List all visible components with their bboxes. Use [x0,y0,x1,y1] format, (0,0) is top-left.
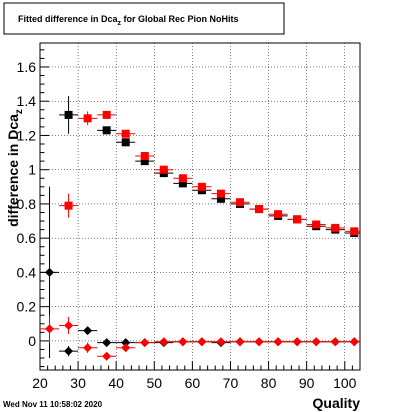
data-marks [40,96,360,361]
data-point [159,165,168,174]
data-point [216,189,225,198]
data-point [292,337,302,347]
data-point [121,343,131,353]
y-tick-label: 1.2 [17,127,37,143]
data-point [83,326,93,336]
data-point [235,337,245,347]
data-point [330,337,340,347]
x-tick-label: 40 [108,375,124,391]
data-point [216,337,226,347]
x-axis-title: Quality [313,395,361,411]
timestamp: Wed Nov 11 10:58:02 2020 [3,400,103,409]
data-point [121,138,130,147]
chart-title: Fitted difference in Dcaz for Global Rec… [18,14,239,27]
data-point [349,337,359,347]
data-point [64,110,73,119]
data-point [350,227,359,236]
data-point [293,215,302,224]
y-tick-label: 0.2 [17,299,37,315]
y-tick-label: 1.4 [17,93,37,109]
data-point [121,129,130,138]
data-point [45,267,55,277]
data-point [274,210,283,219]
x-tick-label: 60 [185,375,201,391]
title-box [3,2,285,35]
y-tick-label: 0.6 [17,230,37,246]
y-tick-label: 0.4 [17,264,37,280]
data-point [178,337,188,347]
data-point [83,343,93,353]
data-point [140,157,149,166]
data-point [236,198,244,207]
x-tick-label: 100 [333,375,357,391]
y-axis-title: difference in Dcaz [5,109,25,227]
x-tick-label: 30 [70,375,86,391]
data-point [102,110,111,119]
y-tick-label: 0.8 [17,196,37,212]
y-tick-label: 0 [28,333,36,349]
data-point [140,151,149,160]
data-point [64,346,74,356]
y-tick-label: 1.6 [17,59,37,75]
data-point [255,205,264,214]
data-point [178,179,187,188]
x-tick-label: 70 [223,375,239,391]
x-tick-label: 20 [32,375,48,391]
x-tick-label: 50 [146,375,162,391]
data-point [273,337,283,347]
data-point [311,337,321,347]
data-point [102,351,112,361]
data-point [102,338,112,348]
series-2 [59,110,360,236]
series-4 [40,315,360,361]
data-point [216,194,225,203]
x-tick-label: 80 [261,375,277,391]
x-tick-label: 90 [299,375,315,391]
data-point [159,337,169,347]
data-point [312,220,321,229]
data-point [45,324,55,334]
data-point [197,182,206,191]
axes: 20 30 40 50 60 70 80 90 100 0 0.2 0.4 0.6 0.8 1 1.2 1.4 1… [17,49,361,391]
data-point [197,337,207,347]
data-point [102,126,111,135]
data-point [83,114,92,123]
y-tick-label: 1 [28,162,36,178]
data-point [64,201,73,210]
data-point [331,223,340,232]
data-point [254,337,264,347]
data-point [64,320,74,330]
data-point [140,338,150,348]
data-point [178,174,187,183]
data-point [121,338,131,348]
